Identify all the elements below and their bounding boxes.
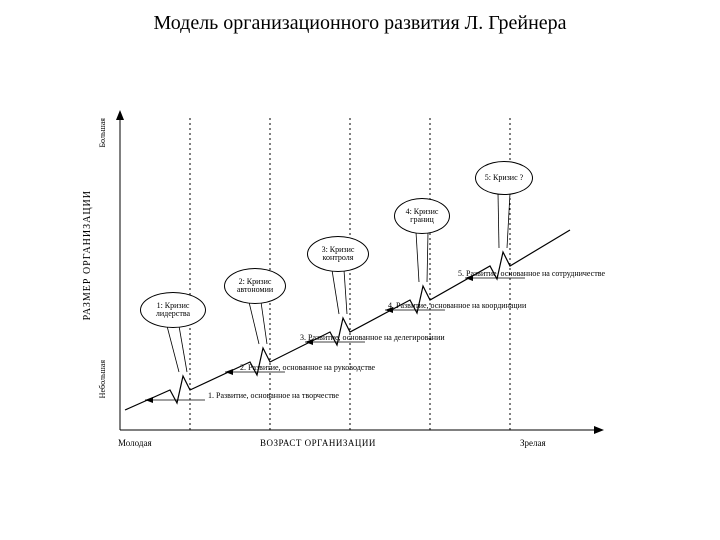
x-axis-right-label: Зрелая bbox=[520, 438, 546, 448]
y-axis-bottom-label: Небольшая bbox=[98, 360, 107, 398]
stage-label-4: 4. Развитие, основанное на координации bbox=[388, 302, 526, 311]
x-axis-left-label: Молодая bbox=[118, 438, 152, 448]
stage-label-5: 5. Развитие, основанное на сотрудничеств… bbox=[458, 270, 605, 279]
page-title: Модель организационного развития Л. Грей… bbox=[0, 0, 720, 35]
crisis-bubble-4: 4: Кризис границ bbox=[394, 198, 450, 234]
stage-label-1: 1. Развитие, основанное на творчестве bbox=[208, 392, 339, 401]
y-axis-label: РАЗМЕР ОРГАНИЗАЦИИ bbox=[82, 190, 93, 320]
greiner-chart: Большая РАЗМЕР ОРГАНИЗАЦИИ Небольшая 1: … bbox=[110, 110, 610, 490]
crisis-bubble-3: 3: Кризис контроля bbox=[307, 236, 369, 272]
x-axis-mid-label: ВОЗРАСТ ОРГАНИЗАЦИИ bbox=[260, 438, 376, 448]
crisis-bubble-5: 5: Кризис ? bbox=[475, 161, 533, 195]
y-axis-top-label: Большая bbox=[98, 118, 107, 148]
chart-svg bbox=[110, 110, 610, 450]
crisis-bubble-1: 1: Кризис лидерства bbox=[140, 292, 206, 328]
crisis-bubble-2: 2: Кризис автономии bbox=[224, 268, 286, 304]
stage-label-2: 2. Развитие, основанное на руководстве bbox=[240, 364, 375, 373]
stage-label-3: 3. Развитие, основанное на делегировании bbox=[300, 334, 445, 343]
